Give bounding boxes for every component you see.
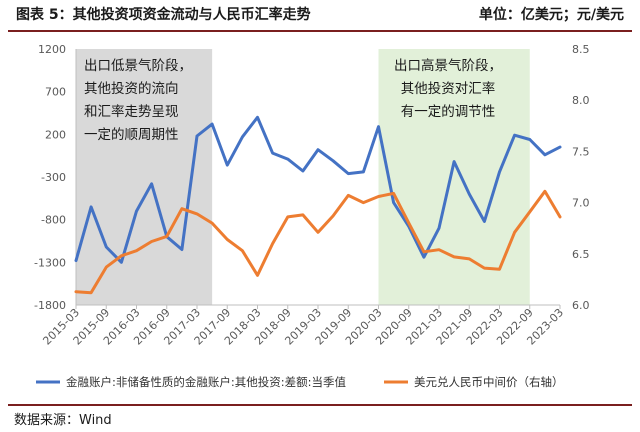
- left-tick-label: -800: [41, 214, 66, 227]
- right-tick-label: 6.0: [572, 299, 590, 312]
- right-tick-label: 8.0: [572, 94, 590, 107]
- region-note-line: 其他投资的流向: [84, 81, 179, 97]
- region-note-line: 其他投资对汇率: [401, 80, 496, 97]
- data-source: 数据来源：Wind: [14, 413, 112, 428]
- region-note-line: 和汇率走势呈现: [84, 103, 179, 120]
- report-header: 图表 5：其他投资项资金流动与人民币汇率走势 单位：亿美元；元/美元: [0, 0, 640, 28]
- left-tick-label: -1800: [34, 299, 66, 312]
- left-tick-label: -300: [41, 171, 66, 184]
- unit-label: 单位：亿美元；元/美元: [478, 7, 624, 23]
- header-rule: [8, 30, 632, 32]
- left-tick-label: 700: [45, 86, 66, 99]
- left-tick-label: 1200: [38, 43, 66, 56]
- right-tick-label: 7.5: [572, 145, 590, 158]
- right-tick-label: 8.5: [572, 43, 590, 56]
- right-tick-label: 7.0: [572, 197, 590, 210]
- legend-label-2: 美元兑人民币中间价（右轴）: [414, 375, 564, 389]
- figure-title: 图表 5：其他投资项资金流动与人民币汇率走势: [16, 7, 311, 23]
- left-tick-label: -1300: [34, 256, 66, 269]
- series-line-2: [74, 189, 562, 295]
- footer-rule: [8, 404, 632, 406]
- left-tick-label: 200: [45, 128, 66, 141]
- series-line-1: [74, 115, 562, 264]
- region-note-line: 一定的顺周期性: [84, 127, 179, 143]
- region-note-line: 出口低景气阶段，: [84, 58, 192, 74]
- region-note-line: 出口高景气阶段，: [394, 57, 502, 74]
- shaded-region-1: [76, 49, 213, 305]
- legend-label-1: 金融账户:非储备性质的金融账户:其他投资:差额:当季值: [66, 375, 346, 389]
- shaded-region-2: [378, 49, 530, 305]
- right-tick-label: 6.5: [572, 248, 590, 261]
- region-note-line: 有一定的调节性: [401, 104, 496, 120]
